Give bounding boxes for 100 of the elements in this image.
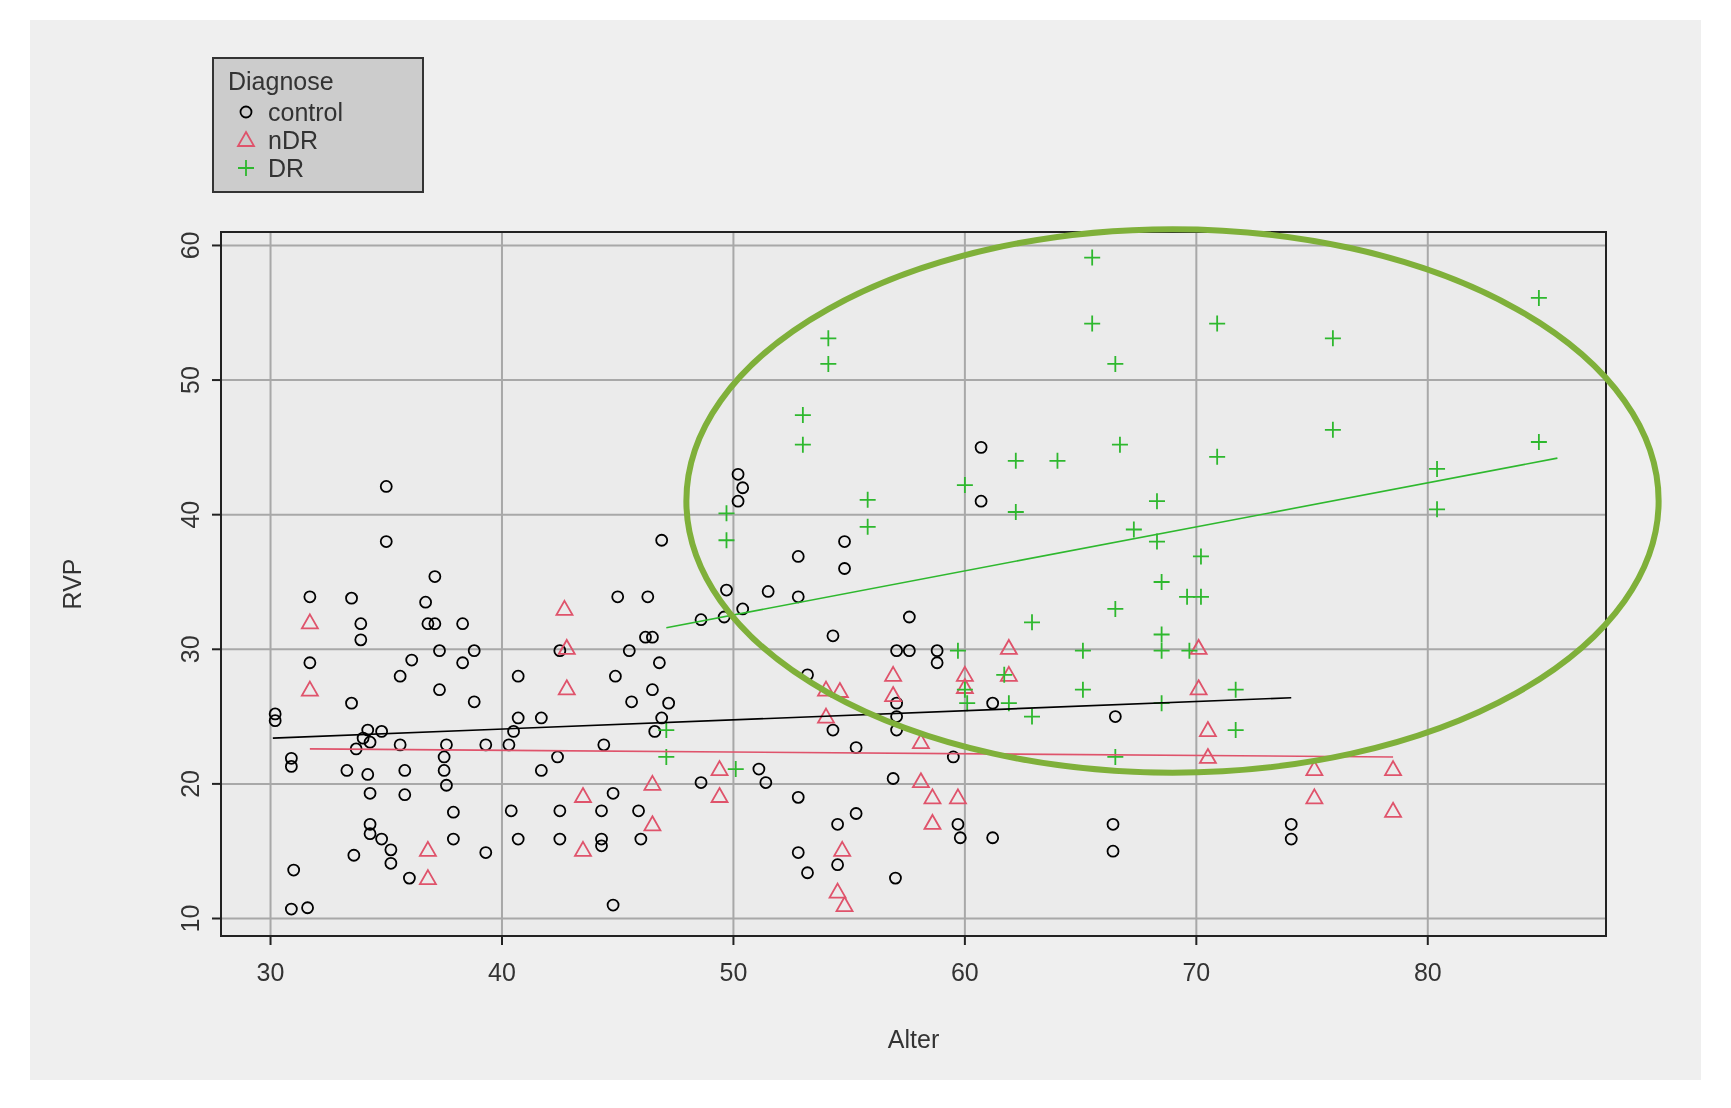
point — [1148, 492, 1166, 511]
point — [1226, 721, 1245, 739]
point — [999, 639, 1018, 655]
point — [1023, 613, 1041, 632]
point — [1178, 587, 1196, 606]
point — [1124, 520, 1143, 539]
point — [1083, 314, 1102, 333]
point — [955, 665, 974, 682]
point — [1180, 641, 1199, 660]
x-tick-label: 80 — [1413, 958, 1442, 986]
point — [955, 680, 974, 699]
point — [300, 613, 319, 630]
y-tick-label: 60 — [176, 231, 204, 260]
point — [835, 896, 854, 912]
y-axis-title: RVP — [58, 558, 86, 610]
point — [1192, 547, 1210, 566]
point — [1323, 420, 1342, 439]
point — [643, 815, 662, 832]
point — [574, 840, 592, 857]
point — [1074, 641, 1092, 660]
point — [1106, 748, 1125, 766]
point — [1305, 788, 1324, 805]
point — [912, 772, 930, 789]
x-tick-label: 50 — [719, 958, 748, 986]
point — [710, 760, 729, 776]
point — [958, 694, 977, 713]
x-tick-label: 60 — [950, 958, 979, 986]
point — [884, 686, 903, 702]
point — [1074, 680, 1092, 699]
point — [1428, 460, 1446, 478]
legend-label: DR — [268, 154, 305, 182]
point — [999, 694, 1018, 713]
point — [300, 680, 319, 697]
point — [726, 760, 745, 778]
point — [1048, 451, 1067, 470]
point — [995, 665, 1014, 684]
y-tick-label: 30 — [176, 635, 204, 664]
point — [793, 435, 812, 454]
legend-label: nDR — [268, 126, 319, 154]
point — [1106, 355, 1125, 373]
point — [1192, 587, 1210, 606]
point — [949, 641, 967, 660]
point — [1152, 573, 1171, 591]
point — [1208, 447, 1227, 466]
point — [1199, 748, 1217, 764]
point — [657, 721, 676, 739]
point — [1189, 679, 1208, 696]
point — [555, 600, 574, 616]
x-axis-title: Alter — [887, 1025, 940, 1053]
point — [1083, 248, 1102, 267]
point — [1384, 760, 1402, 776]
point — [1006, 503, 1025, 521]
point — [999, 665, 1018, 682]
point — [858, 490, 877, 509]
point — [923, 814, 942, 830]
point — [1152, 625, 1171, 644]
point — [1208, 314, 1227, 333]
point — [574, 787, 592, 803]
point — [828, 882, 847, 899]
point — [1384, 801, 1402, 818]
point — [1428, 500, 1446, 519]
legend-title: Diagnose — [228, 67, 334, 95]
point — [793, 406, 812, 424]
point — [1006, 451, 1025, 470]
point — [643, 774, 662, 791]
point — [1111, 435, 1129, 454]
point — [717, 531, 736, 550]
point — [955, 678, 974, 694]
point — [1529, 289, 1548, 307]
point — [884, 665, 903, 682]
point — [949, 788, 967, 805]
point — [833, 840, 852, 857]
y-tick-label: 50 — [176, 366, 204, 394]
x-tick-label: 30 — [256, 958, 285, 986]
point — [419, 840, 437, 857]
point — [657, 748, 676, 766]
point — [1529, 433, 1548, 451]
point — [717, 504, 736, 523]
point — [557, 679, 576, 696]
point — [923, 788, 942, 805]
y-tick-label: 20 — [176, 769, 204, 798]
point — [1148, 532, 1166, 551]
x-tick-label: 70 — [1182, 958, 1211, 986]
point — [819, 329, 838, 348]
point — [419, 869, 437, 886]
point — [557, 639, 576, 655]
point — [1189, 639, 1208, 655]
y-tick-label: 40 — [176, 500, 204, 529]
legend-label: control — [268, 98, 344, 126]
y-tick-label: 10 — [176, 904, 204, 933]
point — [858, 517, 877, 536]
point — [1023, 707, 1041, 726]
point — [1199, 721, 1217, 737]
x-tick-label: 40 — [488, 958, 516, 986]
point — [817, 707, 835, 724]
point — [1152, 641, 1171, 660]
point — [819, 355, 838, 373]
point — [955, 476, 974, 494]
point — [1226, 680, 1245, 699]
point — [1106, 600, 1125, 618]
